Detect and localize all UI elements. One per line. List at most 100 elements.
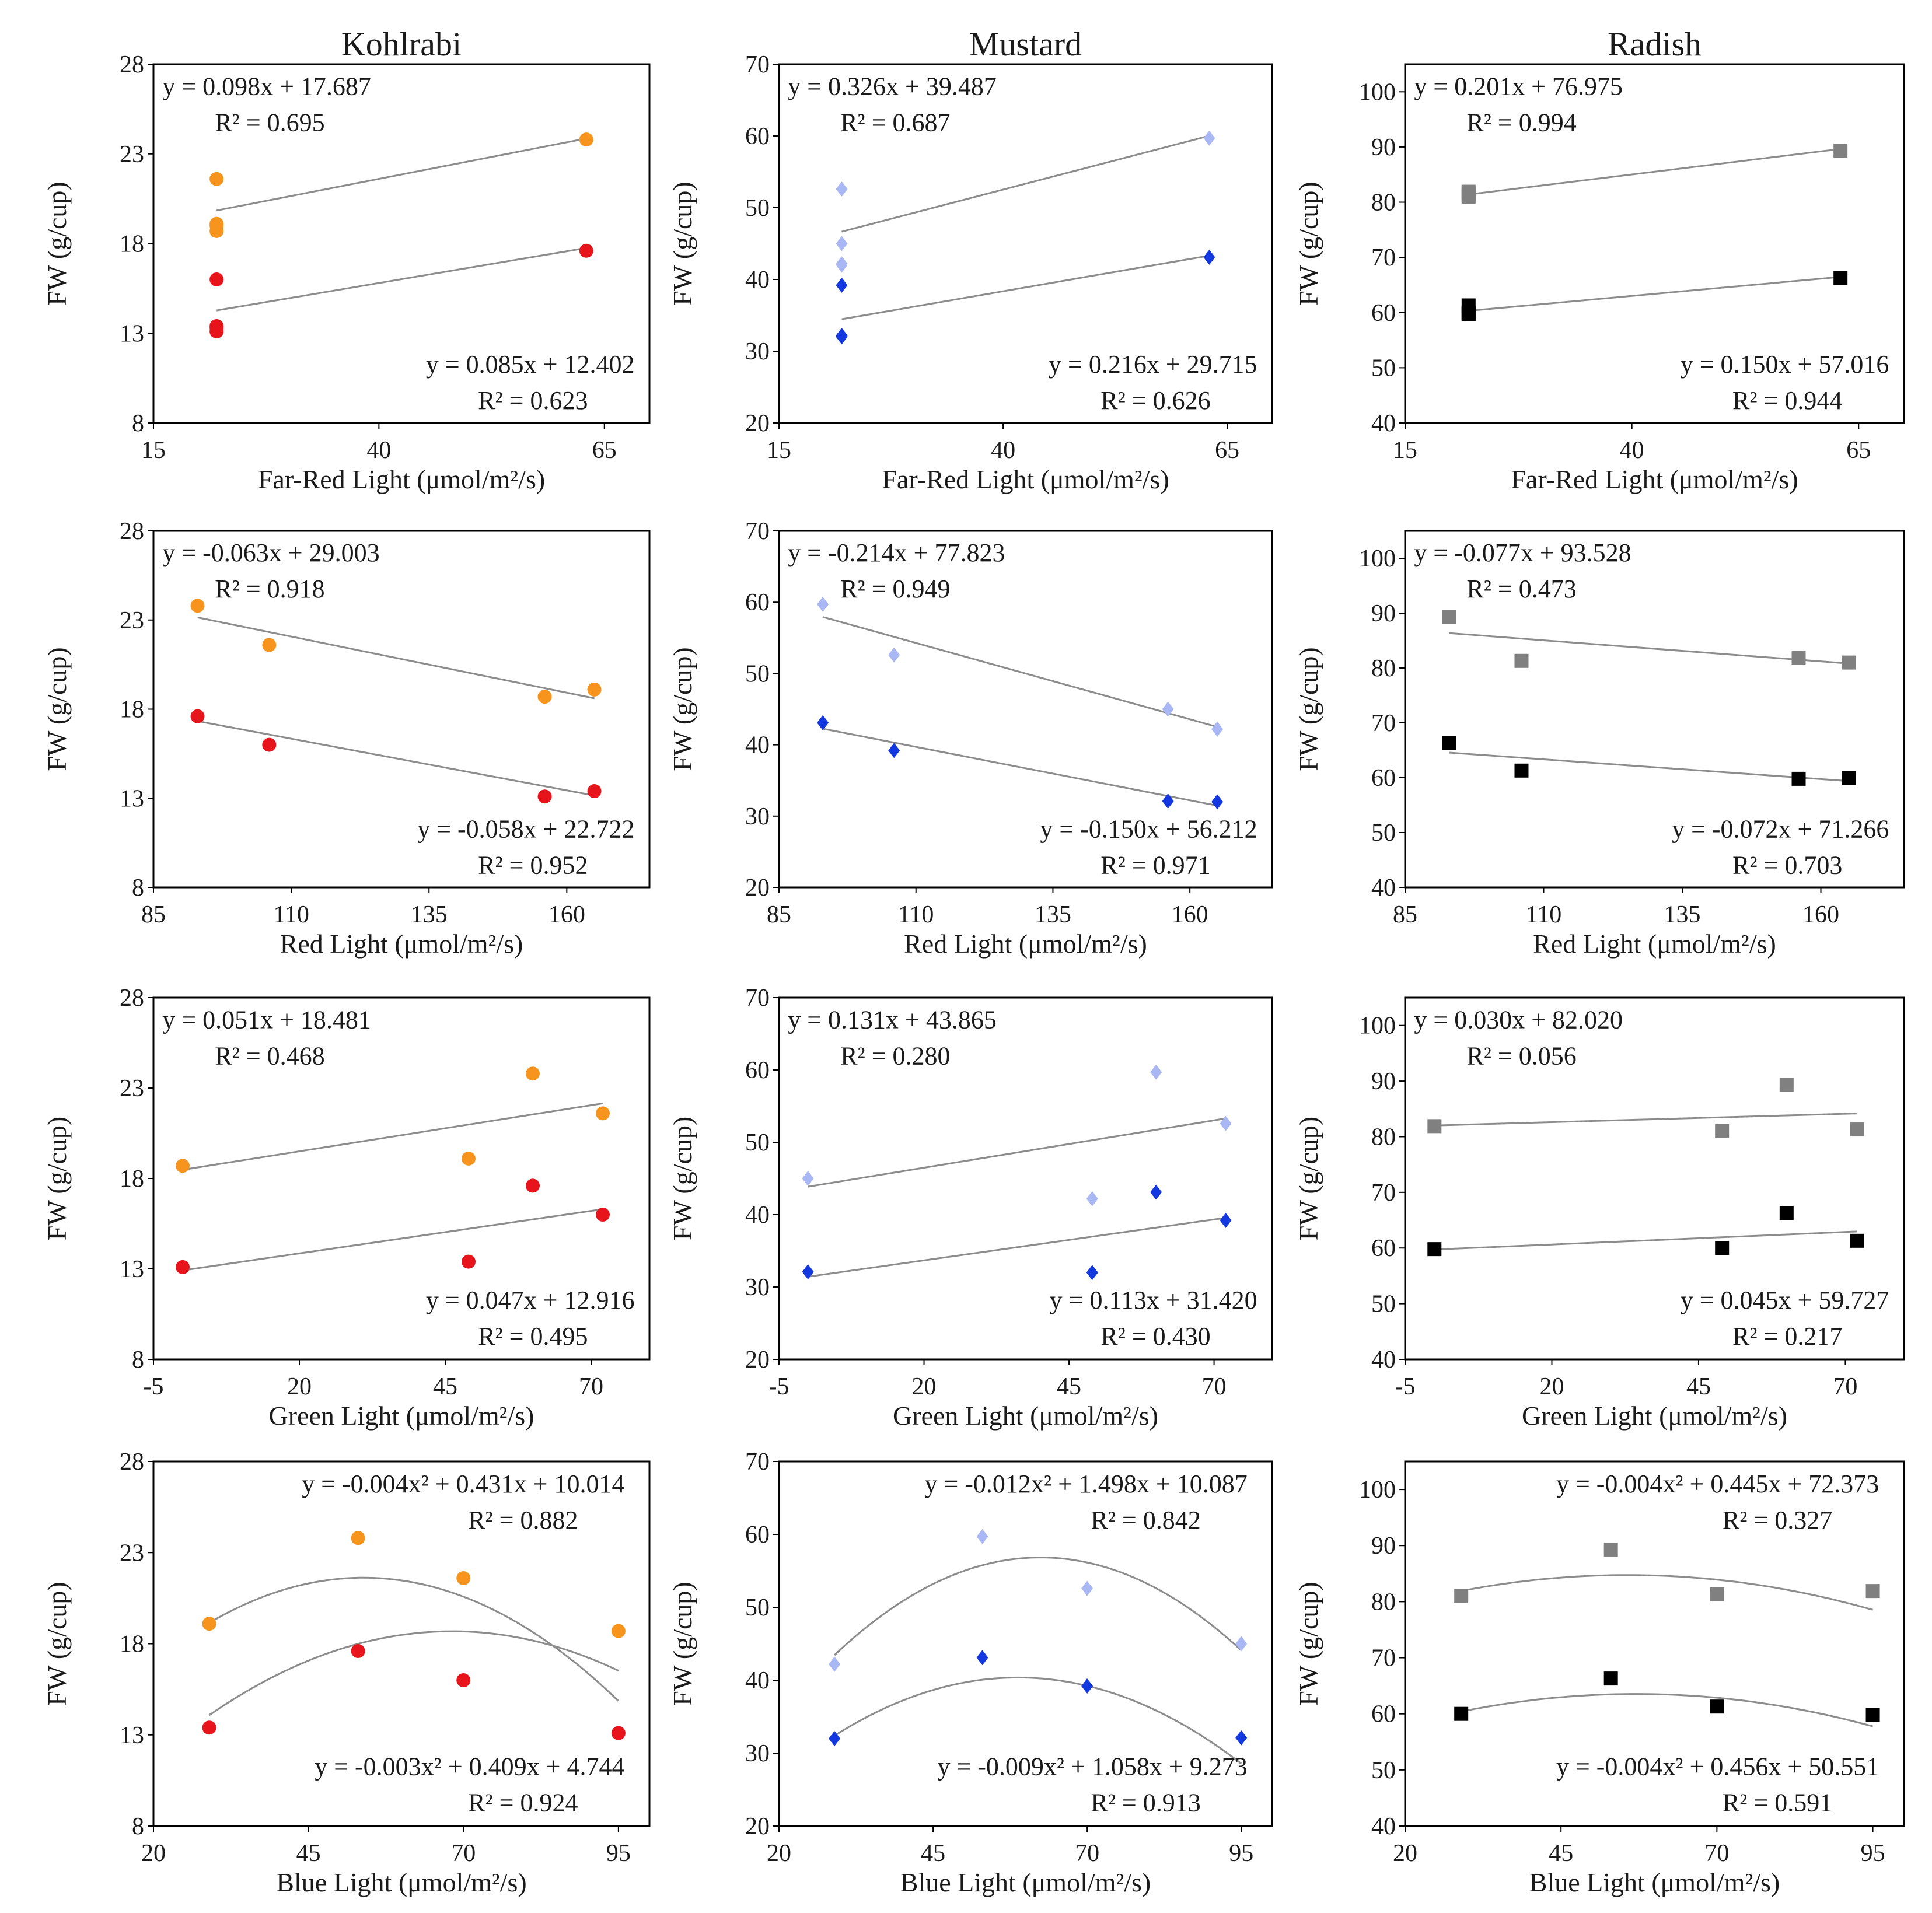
y-tick-label: 30 bbox=[745, 338, 770, 365]
equation-upper: y = -0.004x² + 0.445x + 72.373 bbox=[1556, 1470, 1879, 1498]
data-point-upper bbox=[1850, 1122, 1864, 1137]
trendline-lower bbox=[216, 247, 587, 312]
x-tick-label: -5 bbox=[144, 1373, 164, 1400]
data-point-upper bbox=[1454, 1589, 1469, 1603]
x-axis-label: Blue Light (μmol/m²/s) bbox=[1529, 1867, 1780, 1897]
y-axis-label: FW (g/cup) bbox=[668, 647, 697, 771]
trendline-lower bbox=[1434, 1230, 1857, 1251]
x-tick-label: -5 bbox=[769, 1373, 789, 1400]
y-tick-label: 70 bbox=[745, 1449, 770, 1475]
plot-frame bbox=[778, 63, 1273, 424]
equation-lower: y = -0.058x + 22.722 bbox=[417, 814, 634, 843]
y-tick-label: 18 bbox=[120, 231, 144, 258]
x-tick-label: 135 bbox=[1664, 901, 1701, 928]
equation-upper: y = -0.214x + 77.823 bbox=[788, 538, 1005, 567]
x-tick-label: 45 bbox=[1549, 1840, 1573, 1867]
r-squared-lower: R² = 0.971 bbox=[1100, 851, 1210, 879]
y-tick-label: 23 bbox=[120, 1075, 144, 1102]
data-point-lower bbox=[537, 789, 552, 804]
trendline-lower bbox=[834, 1676, 1242, 1765]
data-point-lower bbox=[262, 737, 277, 752]
data-point-lower bbox=[202, 1720, 216, 1735]
y-tick-label: 18 bbox=[120, 697, 144, 723]
r-squared-lower: R² = 0.591 bbox=[1723, 1789, 1832, 1817]
trendline-upper bbox=[1434, 1113, 1857, 1127]
equation-lower: y = 0.113x + 31.420 bbox=[1050, 1286, 1257, 1314]
data-point-upper bbox=[579, 132, 593, 147]
y-tick-label: 30 bbox=[745, 1274, 770, 1301]
y-tick-label: 8 bbox=[132, 875, 144, 901]
data-point-lower bbox=[1779, 1206, 1794, 1220]
y-tick-label: 40 bbox=[745, 1202, 770, 1229]
equation-upper: y = -0.063x + 29.003 bbox=[162, 538, 379, 567]
y-tick-label: 90 bbox=[1371, 1533, 1396, 1559]
x-tick-label: 45 bbox=[1057, 1373, 1081, 1400]
equation-lower: y = 0.216x + 29.715 bbox=[1049, 350, 1257, 379]
data-point-upper bbox=[1603, 1542, 1618, 1557]
y-tick-label: 70 bbox=[745, 518, 770, 545]
equation-lower: y = 0.047x + 12.916 bbox=[426, 1286, 635, 1314]
y-axis-label: FW (g/cup) bbox=[1294, 647, 1323, 771]
y-tick-label: 28 bbox=[120, 1449, 144, 1475]
y-tick-label: 28 bbox=[120, 985, 144, 1012]
data-point-lower bbox=[596, 1208, 610, 1222]
trendline-upper bbox=[808, 1117, 1226, 1188]
data-point-upper bbox=[526, 1066, 540, 1081]
data-point-upper bbox=[802, 1171, 814, 1186]
trendline-upper bbox=[834, 1557, 1242, 1656]
data-point-lower bbox=[1842, 771, 1856, 785]
data-point-upper bbox=[1833, 144, 1848, 158]
x-tick-label: 40 bbox=[991, 437, 1015, 464]
equation-upper: y = 0.201x + 76.975 bbox=[1414, 72, 1623, 100]
x-tick-label: 160 bbox=[1172, 901, 1208, 928]
y-tick-label: 60 bbox=[745, 589, 770, 616]
y-axis-label: FW (g/cup) bbox=[42, 1582, 72, 1706]
data-point-lower bbox=[1454, 1706, 1469, 1721]
x-tick-label: 45 bbox=[433, 1373, 457, 1400]
data-point-upper bbox=[1779, 1078, 1794, 1092]
r-squared-upper: R² = 0.687 bbox=[840, 108, 950, 137]
y-tick-label: 80 bbox=[1371, 1589, 1396, 1615]
trendline-lower bbox=[822, 728, 1218, 807]
y-tick-label: 23 bbox=[120, 141, 144, 168]
data-point-upper bbox=[1427, 1119, 1442, 1134]
y-tick-label: 70 bbox=[745, 985, 770, 1012]
panel-mustard-1: 20 30 40 50 60 70 85 110 135 160 Red Light (μmol/m… bbox=[668, 518, 1273, 959]
y-tick-label: 100 bbox=[1359, 79, 1396, 106]
trendline-lower bbox=[1449, 751, 1849, 782]
y-axis-label: FW (g/cup) bbox=[42, 1117, 72, 1241]
panel-kohlrabi-3: 8 13 18 23 28 20 45 70 95 Blue Light (μmol/m²/s) F… bbox=[42, 1449, 651, 1897]
data-point-lower bbox=[456, 1673, 471, 1687]
r-squared-lower: R² = 0.952 bbox=[478, 851, 588, 879]
plot-frame bbox=[1404, 1460, 1905, 1827]
y-tick-label: 40 bbox=[745, 267, 770, 293]
r-squared-upper: R² = 0.882 bbox=[468, 1506, 578, 1534]
data-point-lower bbox=[1603, 1671, 1618, 1686]
data-point-upper bbox=[836, 236, 848, 251]
data-point-upper bbox=[1150, 1064, 1162, 1080]
data-point-lower bbox=[1162, 793, 1174, 809]
y-axis-label: FW (g/cup) bbox=[42, 647, 72, 771]
equation-lower: y = 0.150x + 57.016 bbox=[1681, 350, 1889, 379]
data-point-upper bbox=[176, 1159, 190, 1173]
data-point-upper bbox=[537, 690, 552, 704]
y-tick-label: 18 bbox=[120, 1166, 144, 1192]
trendline-lower bbox=[808, 1217, 1226, 1278]
x-tick-label: 110 bbox=[1526, 901, 1561, 928]
r-squared-lower: R² = 0.495 bbox=[478, 1322, 588, 1351]
x-tick-label: -5 bbox=[1395, 1373, 1416, 1400]
r-squared-upper: R² = 0.468 bbox=[215, 1042, 324, 1071]
x-tick-label: 85 bbox=[141, 901, 166, 928]
r-squared-upper: R² = 0.842 bbox=[1091, 1506, 1200, 1534]
y-tick-label: 50 bbox=[745, 660, 770, 687]
r-squared-upper: R² = 0.918 bbox=[215, 575, 324, 603]
data-point-upper bbox=[1081, 1580, 1093, 1596]
data-point-upper bbox=[1086, 1191, 1098, 1206]
y-tick-label: 30 bbox=[745, 803, 770, 830]
x-tick-label: 20 bbox=[1539, 1373, 1564, 1400]
y-tick-label: 40 bbox=[1371, 1347, 1396, 1373]
x-axis-label: Far-Red Light (μmol/m²/s) bbox=[1511, 464, 1798, 494]
y-tick-label: 60 bbox=[745, 1522, 770, 1548]
data-point-upper bbox=[462, 1151, 476, 1166]
x-tick-label: 70 bbox=[1075, 1840, 1099, 1867]
